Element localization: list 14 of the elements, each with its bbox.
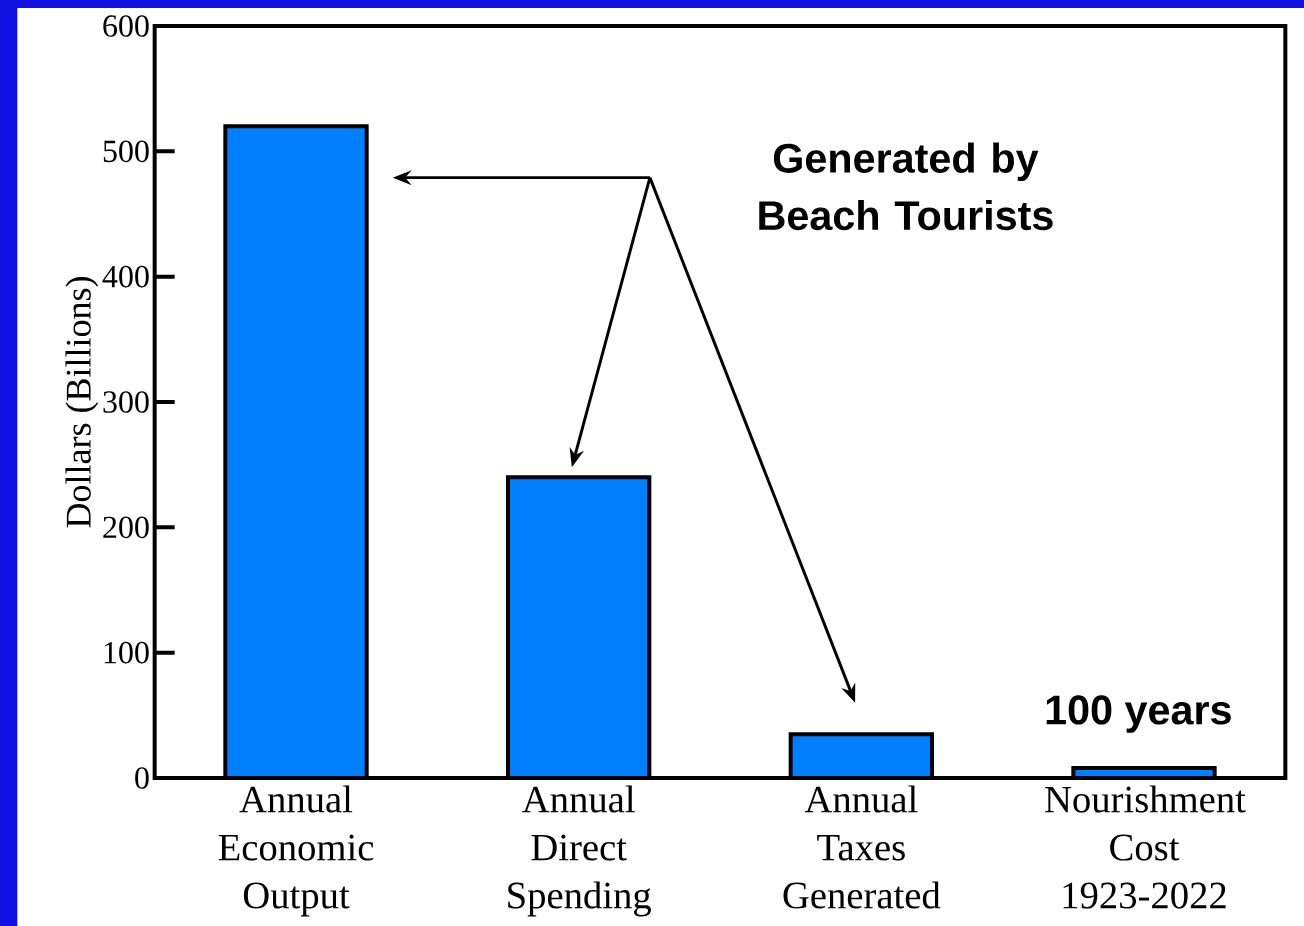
annotation: 100 years bbox=[1046, 695, 1231, 733]
y-tick-label: 500 bbox=[103, 140, 149, 163]
annotation: Generated by Beach Tourists bbox=[759, 142, 1053, 231]
y-tick-label: 100 bbox=[104, 641, 149, 664]
y-tick-label: 0 bbox=[135, 767, 149, 789]
y-tick-label: 600 bbox=[103, 15, 149, 37]
x-tick-label: Annual Direct Spending bbox=[508, 785, 651, 917]
x-tick-label: Nourishment Cost 1923-2022 bbox=[1045, 785, 1246, 909]
y-tick-label: 200 bbox=[103, 516, 149, 539]
x-tick-label: Annual Economic Output bbox=[218, 785, 374, 917]
y-tick-label: 400 bbox=[102, 265, 149, 288]
y-axis-title: Dollars (Billions) bbox=[65, 277, 99, 528]
x-tick-label: Annual Taxes Generated bbox=[783, 785, 941, 909]
y-tick-label: 300 bbox=[103, 391, 149, 413]
